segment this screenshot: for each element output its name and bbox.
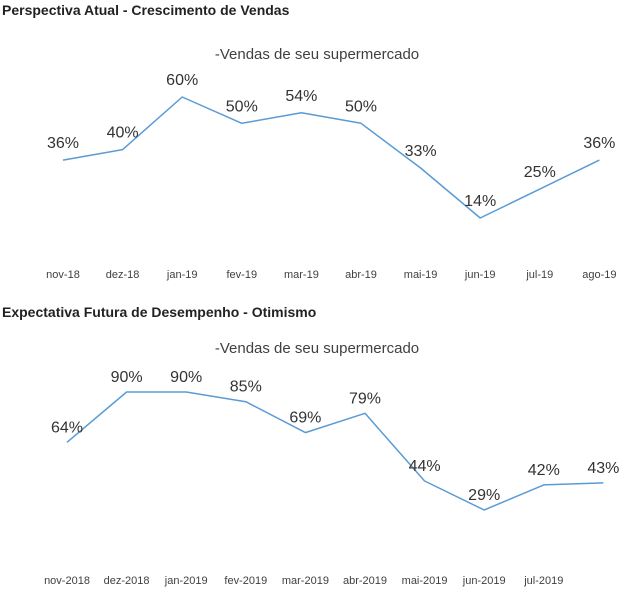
data-label: 50%: [226, 98, 258, 115]
data-label: 90%: [170, 369, 202, 386]
x-tick-label: mar-19: [284, 269, 319, 281]
x-tick-label: nov-2018: [44, 575, 90, 587]
x-tick-label: jun-19: [464, 269, 496, 281]
data-label: 14%: [464, 193, 496, 210]
x-tick-label: mai-19: [404, 269, 438, 281]
x-tick-label: jul-19: [525, 269, 553, 281]
chart-subtitle: -Vendas de seu supermercado: [214, 46, 420, 63]
data-label: 44%: [409, 458, 441, 475]
series-line: [62, 96, 600, 219]
x-tick-label: dez-2018: [104, 575, 150, 587]
x-tick-label: nov-18: [46, 269, 80, 281]
data-label: 79%: [349, 390, 381, 407]
future-expectation-chart: Expectativa Futura de Desempenho - Otimi…: [0, 302, 634, 595]
x-tick-label: jan-19: [166, 269, 198, 281]
data-label: 42%: [528, 462, 560, 479]
data-label: 60%: [166, 72, 198, 89]
x-tick-label: dez-18: [106, 269, 140, 281]
data-label: 25%: [524, 164, 556, 181]
x-tick-label: jun-2019: [462, 575, 506, 587]
x-tick-label: mai-2019: [402, 575, 448, 587]
x-tick-label: fev-19: [227, 269, 258, 281]
sales-growth-plot: 36% 40% 60% 50% 54% 50% 33% 14% 25% 36% nov-18 dez-…: [46, 72, 616, 281]
chart-title: Expectativa Futura de Desempenho - Otimi…: [2, 304, 317, 320]
data-label: 33%: [405, 143, 437, 160]
data-label: 29%: [468, 487, 500, 504]
chart-subtitle: -Vendas de seu supermercado: [214, 340, 420, 357]
data-label: 50%: [345, 98, 377, 115]
x-tick-label: mar-2019: [282, 575, 329, 587]
data-label: 85%: [230, 379, 262, 396]
data-label: 43%: [587, 460, 619, 477]
x-tick-label: ago-19: [582, 269, 616, 281]
data-label: 36%: [47, 135, 79, 152]
x-tick-label: fev-2019: [224, 575, 267, 587]
sales-growth-chart: Perspectiva Atual - Crescimento de Venda…: [2, 2, 617, 281]
x-tick-label: abr-2019: [343, 575, 387, 587]
data-label: 40%: [107, 125, 139, 142]
data-label: 54%: [285, 88, 317, 105]
data-label: 64%: [51, 419, 83, 436]
future-expectation-plot: 64% 90% 90% 85% 69% 79% 44% 29% 42% 43% nov-2018 de…: [44, 369, 619, 587]
data-label: 36%: [583, 135, 615, 152]
x-tick-label: jul-2019: [523, 575, 563, 587]
data-label: 69%: [289, 410, 321, 427]
data-label: 90%: [111, 369, 143, 386]
chart-title: Perspectiva Atual - Crescimento de Venda…: [2, 2, 290, 18]
x-tick-label: jan-2019: [164, 575, 208, 587]
x-tick-label: abr-19: [345, 269, 377, 281]
series-line: [66, 391, 604, 511]
